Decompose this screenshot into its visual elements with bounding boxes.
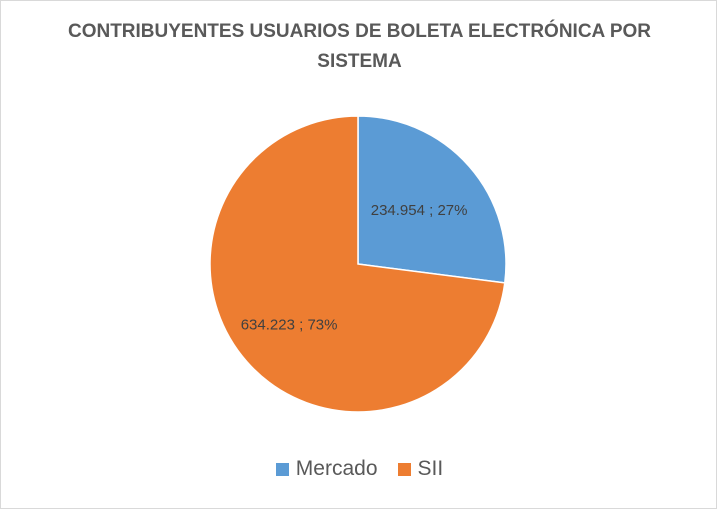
legend: Mercado SII	[1, 457, 717, 481]
data-label-sii: 634.223 ; 73%	[241, 317, 338, 334]
legend-item-sii: SII	[397, 457, 444, 481]
chart-title: CONTRIBUYENTES USUARIOS DE BOLETA ELECTR…	[67, 21, 652, 72]
pie-slice-sii	[209, 115, 506, 413]
legend-label-sii: SII	[417, 457, 444, 480]
legend-swatch-mercado	[275, 462, 289, 476]
data-label-mercado: 234.954 ; 27%	[371, 202, 468, 219]
pie-slice-mercado	[357, 115, 507, 284]
legend-label-mercado: Mercado	[295, 457, 378, 480]
legend-item-mercado: Mercado	[275, 457, 378, 481]
legend-swatch-sii	[397, 462, 411, 476]
